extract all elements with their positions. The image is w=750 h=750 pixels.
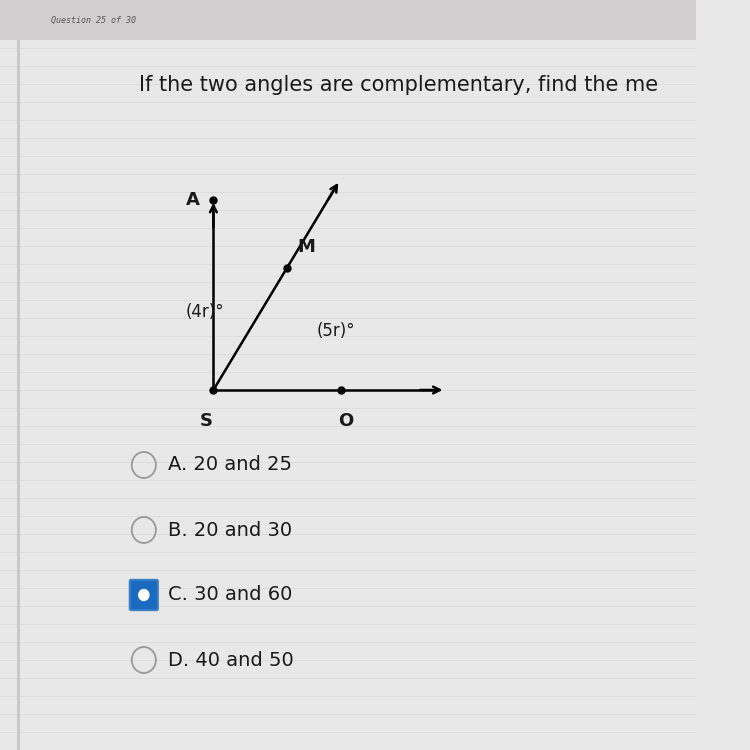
Text: D. 40 and 50: D. 40 and 50 xyxy=(168,650,294,670)
Text: A: A xyxy=(185,191,200,209)
Text: S: S xyxy=(200,412,212,430)
Text: C. 30 and 60: C. 30 and 60 xyxy=(168,586,292,604)
Text: Question 25 of 30: Question 25 of 30 xyxy=(51,16,136,25)
Circle shape xyxy=(139,590,149,601)
Bar xyxy=(16,0,20,750)
Point xyxy=(280,262,292,274)
Point xyxy=(208,384,220,396)
Point xyxy=(208,194,220,206)
Text: B. 20 and 30: B. 20 and 30 xyxy=(168,520,292,539)
Text: If the two angles are complementary, find the me: If the two angles are complementary, fin… xyxy=(140,75,658,95)
Text: (4r)°: (4r)° xyxy=(185,303,224,321)
Text: O: O xyxy=(338,412,353,430)
Text: (5r)°: (5r)° xyxy=(316,322,355,340)
Text: A. 20 and 25: A. 20 and 25 xyxy=(168,455,292,475)
Bar xyxy=(0,0,696,40)
FancyBboxPatch shape xyxy=(130,580,158,610)
Point xyxy=(335,384,347,396)
Text: M: M xyxy=(298,238,316,256)
